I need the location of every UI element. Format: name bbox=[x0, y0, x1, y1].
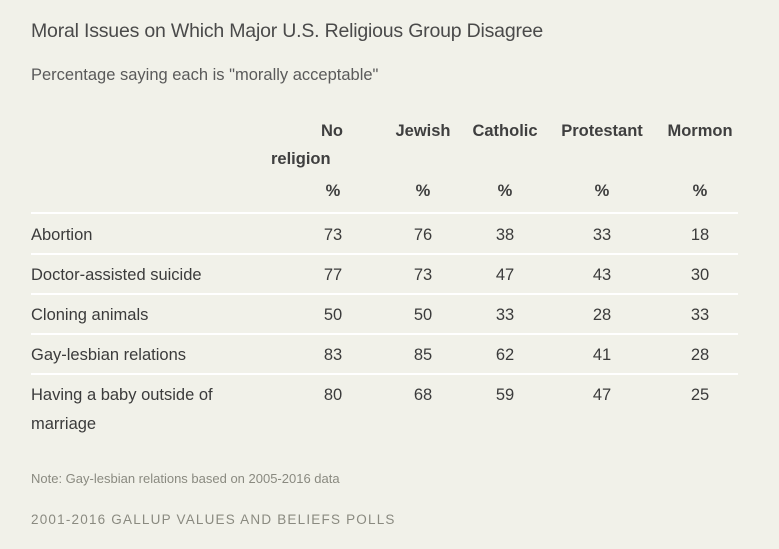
row-label: Abortion bbox=[31, 226, 93, 244]
table-cell: 25 bbox=[690, 386, 710, 404]
table-cell: 38 bbox=[495, 226, 515, 244]
table-cell: 50 bbox=[413, 306, 433, 324]
column-header: Protestant bbox=[561, 122, 643, 140]
table-cell: 33 bbox=[495, 306, 515, 324]
column-header: Jewish bbox=[395, 122, 451, 140]
row-divider bbox=[31, 212, 738, 214]
table-cell: 59 bbox=[495, 386, 515, 404]
column-header: No religion bbox=[271, 122, 343, 168]
table-cell: 85 bbox=[413, 346, 433, 364]
table-cell: 68 bbox=[413, 386, 433, 404]
table-cell: 33 bbox=[690, 306, 710, 324]
row-divider bbox=[31, 373, 738, 375]
table-cell: 47 bbox=[495, 266, 515, 284]
row-divider bbox=[31, 333, 738, 335]
table-cell: 77 bbox=[323, 266, 343, 284]
chart-subtitle: Percentage saying each is "morally accep… bbox=[31, 66, 379, 84]
row-label: Gay-lesbian relations bbox=[31, 346, 186, 364]
unit-label: % bbox=[325, 182, 341, 200]
unit-label: % bbox=[497, 182, 513, 200]
table-cell: 62 bbox=[495, 346, 515, 364]
column-header: Catholic bbox=[472, 122, 538, 140]
table-cell: 76 bbox=[413, 226, 433, 244]
table-cell: 50 bbox=[323, 306, 343, 324]
table-cell: 47 bbox=[592, 386, 612, 404]
table-cell: 18 bbox=[690, 226, 710, 244]
column-header: Mormon bbox=[667, 122, 733, 140]
table-cell: 41 bbox=[592, 346, 612, 364]
unit-label: % bbox=[415, 182, 431, 200]
row-divider bbox=[31, 293, 738, 295]
table-cell: 73 bbox=[413, 266, 433, 284]
row-divider bbox=[31, 253, 738, 255]
row-label: Cloning animals bbox=[31, 306, 149, 324]
source-label: 2001-2016 GALLUP VALUES AND BELIEFS POLL… bbox=[31, 512, 396, 527]
table-cell: 28 bbox=[592, 306, 612, 324]
table-cell: 80 bbox=[323, 386, 343, 404]
unit-label: % bbox=[692, 182, 708, 200]
table-cell: 28 bbox=[690, 346, 710, 364]
table-cell: 33 bbox=[592, 226, 612, 244]
row-label: Doctor-assisted suicide bbox=[31, 266, 202, 284]
table-cell: 43 bbox=[592, 266, 612, 284]
table-cell: 83 bbox=[323, 346, 343, 364]
table-cell: 73 bbox=[323, 226, 343, 244]
row-label: Having a baby outside of marriage bbox=[31, 386, 213, 433]
table-cell: 30 bbox=[690, 266, 710, 284]
chart-title: Moral Issues on Which Major U.S. Religio… bbox=[31, 20, 544, 42]
table-note: Note: Gay-lesbian relations based on 200… bbox=[31, 471, 340, 486]
unit-label: % bbox=[594, 182, 610, 200]
